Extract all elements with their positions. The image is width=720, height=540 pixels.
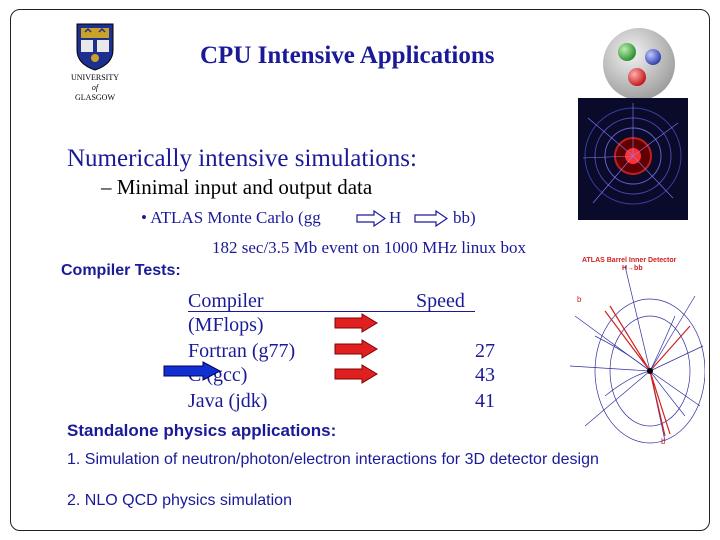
atlas-detector-image <box>578 98 688 220</box>
university-of: of <box>91 83 99 92</box>
right-arrow-icon <box>334 339 378 359</box>
right-arrow-icon <box>163 361 221 381</box>
event-display-image: b b <box>569 265 705 446</box>
table-row-speed: 43 <box>475 364 495 386</box>
atlas-event-label-1: ATLAS Barrel Inner Detector <box>582 257 677 264</box>
table-header-units: (MFlops) <box>188 314 264 336</box>
table-row-compiler: Fortran (g77) <box>188 340 296 362</box>
atlas-bullet: • ATLAS Monte Carlo (gg <box>141 208 321 228</box>
right-arrow-icon <box>334 364 378 384</box>
table-header-underline <box>188 311 475 312</box>
list-item: 1. Simulation of neutron/photon/electron… <box>67 451 599 468</box>
table-row-speed: 27 <box>475 340 495 362</box>
list-item: 2. NLO QCD physics simulation <box>67 492 292 509</box>
sub-bullet-minimal-io: – Minimal input and output data <box>101 175 373 199</box>
table-row-speed: 41 <box>475 390 495 412</box>
right-arrow-icon <box>414 210 448 227</box>
atlas-event-label-2: H→bb <box>622 265 643 272</box>
university-crest-icon <box>76 23 114 71</box>
compiler-tests-label: Compiler Tests: <box>61 262 181 279</box>
university-name: UNIVERSITY of GLASGOW <box>60 73 130 103</box>
atlas-event-label: ATLAS Barrel Inner Detector H→bb <box>582 257 676 273</box>
standalone-heading: Standalone physics applications: <box>67 421 337 440</box>
university-line-3: GLASGOW <box>75 93 115 102</box>
atlas-bullet-middle: H <box>389 208 402 227</box>
heading-numerical-simulations: Numerically intensive simulations: <box>67 145 417 172</box>
atlas-bullet-suffix: bb) <box>453 208 476 227</box>
slide-frame <box>10 9 710 531</box>
table-row-compiler: Java (jdk) <box>188 390 268 412</box>
atlas-bullet-prefix: • ATLAS Monte Carlo (gg <box>141 208 321 227</box>
table-header-speed: Speed <box>416 290 465 312</box>
right-arrow-icon <box>334 313 378 333</box>
slide-title: CPU Intensive Applications <box>200 42 495 69</box>
table-header-compiler: Compiler <box>188 290 264 312</box>
university-line-1: UNIVERSITY <box>71 73 119 82</box>
atlas-bullet-line-2: 182 sec/3.5 Mb event on 1000 MHz linux b… <box>212 238 526 257</box>
event-label-b: b <box>577 295 582 304</box>
molecule-icon <box>603 28 675 100</box>
event-label-b: b <box>661 437 666 446</box>
right-arrow-icon <box>356 210 386 227</box>
